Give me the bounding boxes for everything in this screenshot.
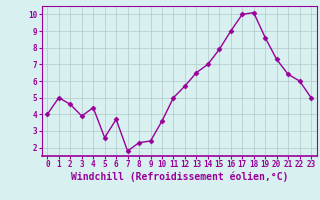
X-axis label: Windchill (Refroidissement éolien,°C): Windchill (Refroidissement éolien,°C): [70, 172, 288, 182]
